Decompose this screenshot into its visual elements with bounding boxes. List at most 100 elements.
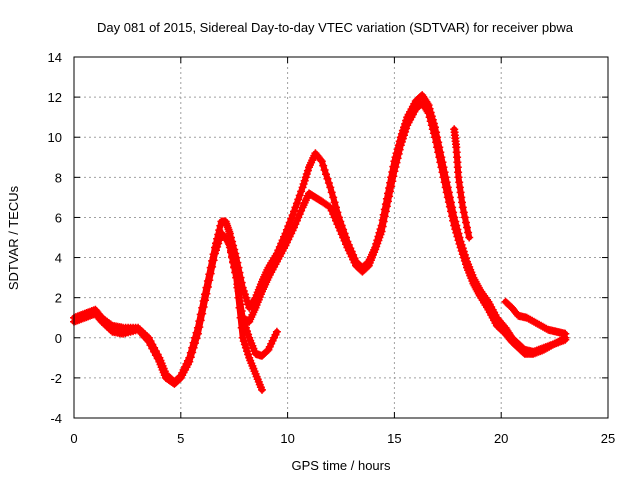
data-point-marker bbox=[233, 283, 242, 292]
x-tick-label: 15 bbox=[387, 431, 401, 446]
data-point-marker bbox=[198, 309, 207, 318]
data-point-marker bbox=[377, 227, 386, 236]
series-sdtvar-late-excursion bbox=[501, 297, 570, 338]
data-point-marker bbox=[225, 229, 234, 238]
data-point-marker bbox=[193, 329, 202, 338]
data-point-marker bbox=[424, 109, 433, 118]
data-point-marker bbox=[199, 303, 208, 311]
data-point-marker bbox=[319, 161, 328, 170]
data-point-marker bbox=[440, 178, 449, 187]
y-axis-title: SDTVAR / TECUs bbox=[6, 185, 21, 290]
data-point-marker bbox=[450, 221, 459, 230]
y-tick-label: 12 bbox=[48, 90, 62, 105]
data-point-marker bbox=[317, 157, 326, 166]
y-tick-label: 4 bbox=[55, 251, 62, 266]
data-point-marker bbox=[389, 172, 398, 181]
data-point-marker bbox=[284, 222, 293, 231]
y-tick-label: -2 bbox=[50, 371, 62, 386]
tick-layer: 0 5 10 15 20 25 -4 -2 0 2 4 6 8 10 12 14 bbox=[48, 50, 616, 446]
data-point-marker bbox=[425, 113, 434, 122]
data-point-marker bbox=[205, 276, 214, 285]
data-point-marker bbox=[330, 198, 339, 207]
data-point-marker bbox=[434, 148, 443, 157]
data-point-marker bbox=[427, 121, 436, 130]
data-point-marker bbox=[449, 216, 458, 225]
data-point-marker bbox=[209, 256, 218, 265]
data-point-marker bbox=[191, 339, 199, 348]
data-point-marker bbox=[436, 158, 445, 167]
data-point-marker bbox=[460, 213, 469, 222]
data-point-marker bbox=[202, 289, 211, 298]
data-point-marker bbox=[329, 193, 338, 202]
x-axis-title: GPS time / hours bbox=[292, 458, 391, 473]
data-point-marker bbox=[458, 198, 466, 207]
data-point-marker bbox=[295, 191, 304, 200]
data-point-marker bbox=[192, 334, 201, 343]
data-point-marker bbox=[230, 263, 239, 272]
data-point-marker bbox=[462, 218, 470, 227]
data-point-marker bbox=[394, 149, 403, 158]
data-point-marker bbox=[234, 293, 243, 302]
data-point-marker bbox=[258, 385, 266, 394]
y-tick-label: 6 bbox=[55, 210, 62, 225]
data-point-marker bbox=[378, 222, 387, 231]
data-point-marker bbox=[437, 163, 446, 172]
data-point-marker bbox=[203, 283, 212, 291]
data-point-marker bbox=[444, 198, 453, 207]
data-point-marker bbox=[448, 212, 457, 221]
chart-title: Day 081 of 2015, Sidereal Day-to-day VTE… bbox=[97, 20, 574, 35]
y-tick-label: 2 bbox=[55, 291, 62, 306]
data-point-marker bbox=[188, 348, 197, 357]
data-point-marker bbox=[445, 202, 454, 211]
data-point-marker bbox=[297, 187, 306, 196]
data-point-marker bbox=[380, 212, 389, 221]
data-point-marker bbox=[386, 187, 395, 196]
data-point-marker bbox=[439, 173, 448, 182]
data-point-marker bbox=[385, 192, 394, 201]
data-point-marker bbox=[206, 269, 215, 278]
data-point-marker bbox=[391, 163, 400, 171]
data-point-marker bbox=[442, 188, 451, 197]
data-point-marker bbox=[291, 203, 300, 212]
grid-layer bbox=[74, 57, 608, 418]
data-point-marker bbox=[322, 170, 330, 179]
data-point-marker bbox=[548, 340, 557, 349]
x-tick-label: 0 bbox=[70, 431, 77, 446]
data-point-marker bbox=[208, 262, 217, 271]
data-point-marker bbox=[231, 268, 240, 277]
data-point-marker bbox=[294, 195, 303, 204]
data-point-marker bbox=[453, 232, 462, 241]
series-layer bbox=[70, 91, 570, 394]
data-point-marker bbox=[447, 207, 455, 216]
data-point-marker bbox=[443, 193, 452, 202]
data-point-marker bbox=[384, 197, 392, 206]
x-tick-label: 20 bbox=[494, 431, 508, 446]
data-point-marker bbox=[387, 182, 396, 191]
data-point-marker bbox=[429, 129, 438, 138]
data-point-marker bbox=[465, 233, 474, 242]
data-point-marker bbox=[324, 202, 333, 211]
data-point-marker bbox=[390, 167, 399, 176]
data-point-marker bbox=[392, 158, 401, 167]
x-tick-label: 5 bbox=[177, 431, 184, 446]
data-point-marker bbox=[451, 225, 460, 234]
data-point-marker bbox=[395, 145, 404, 154]
data-point-marker bbox=[441, 183, 450, 192]
data-point-marker bbox=[290, 207, 298, 216]
data-point-marker bbox=[426, 117, 435, 126]
series-sdtvar-offset bbox=[70, 99, 570, 388]
data-point-marker bbox=[428, 125, 437, 134]
data-point-marker bbox=[459, 208, 468, 217]
data-point-marker bbox=[287, 214, 296, 223]
data-point-marker bbox=[195, 323, 204, 332]
data-point-marker bbox=[393, 154, 402, 163]
data-point-marker bbox=[327, 188, 336, 197]
y-tick-label: 0 bbox=[55, 331, 62, 346]
data-point-marker bbox=[438, 168, 447, 177]
data-point-marker bbox=[463, 223, 471, 232]
series-sdtvar-late-branch bbox=[450, 125, 474, 242]
data-point-marker bbox=[326, 183, 335, 192]
data-point-marker bbox=[185, 357, 194, 366]
